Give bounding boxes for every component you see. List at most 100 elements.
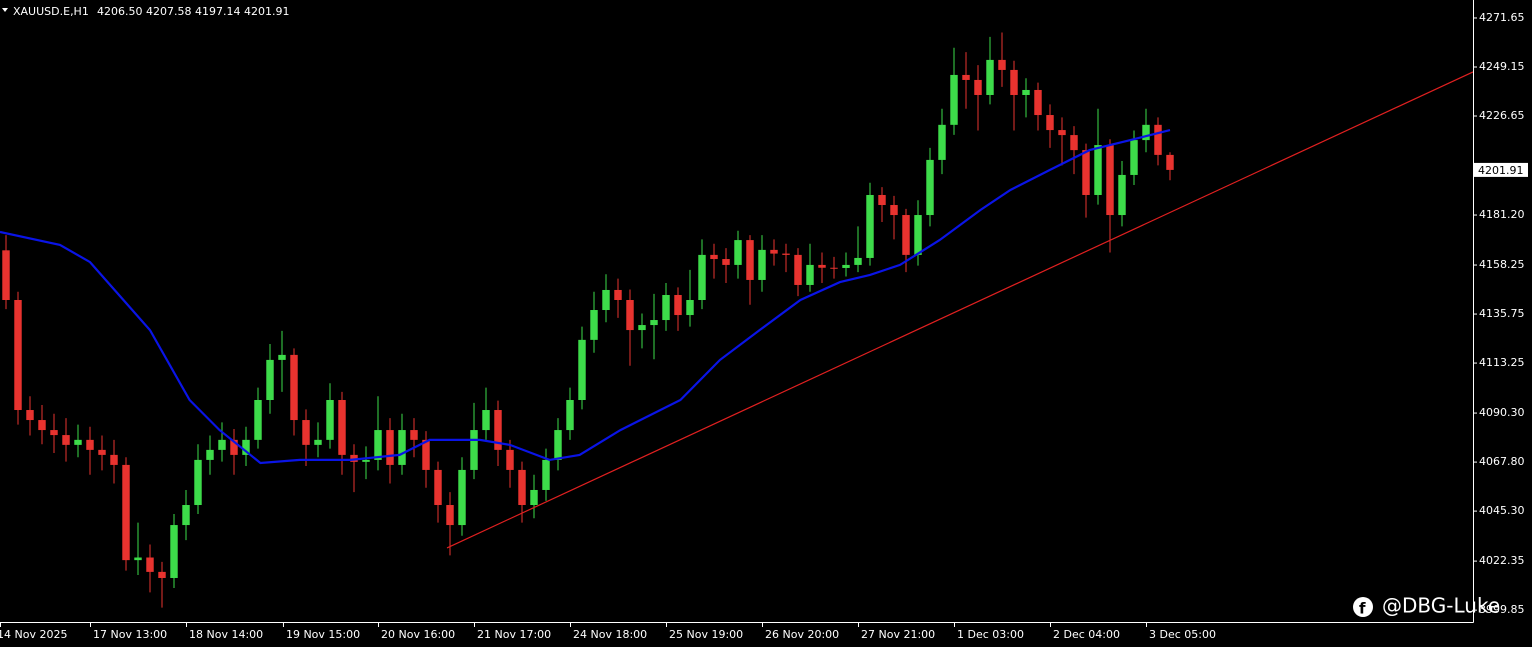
candle-body: [182, 505, 190, 526]
x-tick-label: 18 Nov 14:00: [189, 628, 263, 641]
candle-body: [698, 254, 706, 300]
candle-body: [14, 299, 22, 411]
candle-body: [302, 420, 310, 445]
candle-body: [746, 240, 754, 280]
candle-body: [566, 399, 574, 431]
candle-body: [350, 454, 358, 462]
current-price-label: 4201.91: [1478, 164, 1524, 177]
candle-body: [2, 250, 10, 300]
candle-body: [938, 124, 946, 160]
candle-body: [1022, 89, 1030, 95]
y-tick-label: 4158.25: [1479, 258, 1525, 271]
candle-body: [998, 59, 1006, 70]
candle-body: [818, 264, 826, 268]
candle-body: [842, 264, 850, 268]
candle-body: [26, 410, 34, 421]
candle-body: [1142, 124, 1150, 141]
candle-body: [578, 339, 586, 400]
candle-body: [1154, 124, 1162, 155]
candle-body: [866, 194, 874, 258]
candle-body: [878, 194, 886, 206]
y-tick-label: 4022.35: [1479, 554, 1525, 567]
facebook-f: f: [1359, 600, 1366, 618]
candle-body: [338, 399, 346, 455]
y-tick-label: 4090.30: [1479, 406, 1525, 419]
candle-body: [1034, 89, 1042, 116]
x-tick-label: 26 Nov 20:00: [765, 628, 839, 641]
candle-body: [134, 557, 142, 561]
candle-body: [950, 74, 958, 125]
candle-body: [782, 253, 790, 255]
candle-body: [614, 289, 622, 300]
candle-body: [98, 449, 106, 455]
candle-body: [218, 439, 226, 450]
candle-body: [110, 454, 118, 465]
candle-body: [278, 354, 286, 360]
candle-body: [518, 469, 526, 506]
candle-body: [314, 439, 322, 445]
x-tick-label: 20 Nov 16:00: [381, 628, 455, 641]
candle-body: [1106, 145, 1114, 216]
candle-body: [122, 464, 130, 561]
candle-body: [86, 439, 94, 450]
x-tick-label: 2 Dec 04:00: [1053, 628, 1120, 641]
candle-body: [146, 557, 154, 572]
x-tick-label: 27 Nov 21:00: [861, 628, 935, 641]
candle-body: [686, 299, 694, 316]
candle-body: [290, 354, 298, 421]
candle-body: [554, 430, 562, 460]
candle-body: [710, 254, 718, 260]
candle-body: [854, 257, 862, 265]
candle-body: [230, 439, 238, 455]
candle-body: [1058, 130, 1066, 136]
candle-body: [914, 215, 922, 255]
y-tick-label: 4181.20: [1479, 208, 1525, 221]
candle-body: [482, 410, 490, 431]
x-tick-label: 25 Nov 19:00: [669, 628, 743, 641]
candle-body: [1130, 140, 1138, 175]
candle-body: [986, 59, 994, 95]
candle-body: [158, 571, 166, 578]
x-tick-label: 17 Nov 13:00: [93, 628, 167, 641]
y-tick-label: 4135.75: [1479, 307, 1525, 320]
y-tick-label: 4226.65: [1479, 109, 1525, 122]
candle-body: [926, 159, 934, 216]
facebook-icon: [1353, 597, 1373, 617]
y-tick-label: 4113.25: [1479, 356, 1525, 369]
candle-body: [722, 259, 730, 265]
candle-body: [422, 439, 430, 470]
x-tick-label: 19 Nov 15:00: [286, 628, 360, 641]
candle-body: [194, 459, 202, 506]
x-tick-label: 21 Nov 17:00: [477, 628, 551, 641]
candle-body: [830, 267, 838, 269]
candle-body: [50, 430, 58, 436]
moving-average: [0, 129, 1171, 465]
y-tick-label: 4249.15: [1479, 60, 1525, 73]
plot-area: [0, 32, 1474, 608]
candle-body: [494, 410, 502, 450]
candle-body: [1070, 135, 1078, 151]
candle-body: [806, 264, 814, 285]
candle-body: [206, 449, 214, 460]
candle-body: [602, 289, 610, 311]
candle-body: [1118, 174, 1126, 216]
candle-body: [974, 79, 982, 95]
candle-body: [266, 359, 274, 400]
candle-body: [734, 240, 742, 265]
candle-body: [38, 420, 46, 431]
menu-triangle[interactable]: [2, 8, 8, 12]
candle-body: [434, 469, 442, 506]
watermark: @DBG-Luke: [1382, 594, 1500, 618]
y-tick-label: 4067.80: [1479, 455, 1525, 468]
ohlc-subtitle: 4206.50 4207.58 4197.14 4201.91: [97, 5, 289, 18]
candle-body: [902, 215, 910, 255]
candle-body: [758, 249, 766, 280]
candle-body: [626, 299, 634, 331]
candle-body: [470, 430, 478, 470]
candle-body: [1166, 154, 1174, 170]
candle-body: [530, 489, 538, 506]
candle-body: [890, 205, 898, 216]
candle-body: [374, 430, 382, 460]
overlay: 4201.91 f @DBG-Luke: [1353, 162, 1528, 618]
